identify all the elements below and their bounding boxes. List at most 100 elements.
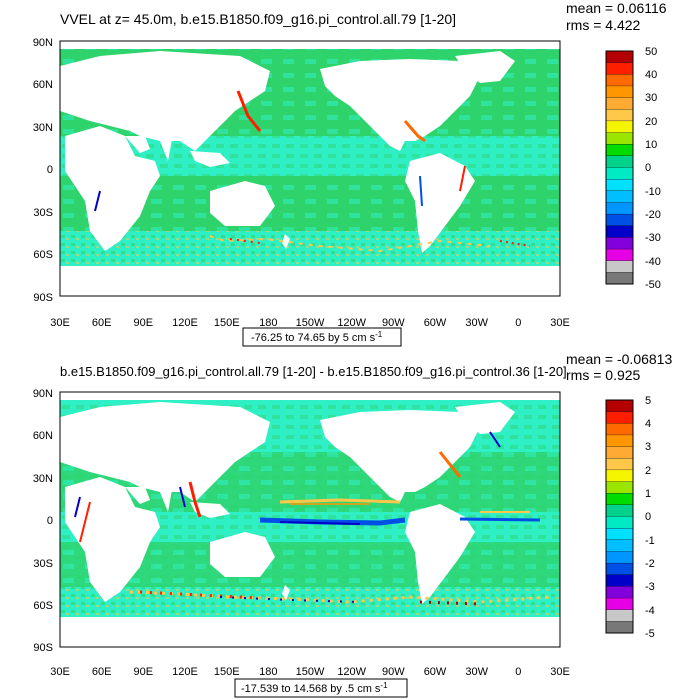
- panel-2-colorbar-box: [605, 399, 634, 413]
- panel-2-y-tick: 60S: [33, 600, 53, 612]
- panel-1-cb-label: -30: [645, 232, 661, 244]
- panel-1-colorbar-box: [605, 109, 634, 122]
- panel-2-colorbar-box: [605, 458, 634, 471]
- panel-2-title: b.e15.B1850.f09_g16.pi_control.all.79 [1…: [60, 364, 567, 379]
- panel-2-x-axis: 30E 60E 90E 120E 150E 180 150W 120W 90W …: [50, 666, 570, 678]
- panel-1-x-tick: 120E: [172, 317, 198, 329]
- panel-1-colorbar-box: [605, 202, 634, 215]
- panel-1-map: [59, 40, 561, 297]
- panel-2-y-tick: 60N: [33, 430, 53, 442]
- panel-2-cb-label: 3: [645, 441, 651, 453]
- panel-1-cb-label: 50: [645, 46, 657, 58]
- panel-2-x-tick: 30E: [50, 666, 70, 678]
- panel-1-colorbar-box: [605, 260, 634, 273]
- panel-2-x-tick: 30W: [465, 666, 488, 678]
- panel-2-cb-label: 0: [645, 511, 651, 523]
- panel-2-range-label: -17.539 to 14.568 by .5 cm s-1: [241, 681, 388, 696]
- panel-2-colorbar-box: [605, 481, 634, 494]
- panel-2-cb-label: -5: [645, 628, 655, 640]
- panel-1-x-tick: 90E: [134, 317, 154, 329]
- panel-2-map: [59, 391, 561, 648]
- panel-1-x-axis: 30E 60E 90E 120E 150E 180 150W 120W 90W …: [50, 317, 570, 329]
- panel-1-cb-label: 10: [645, 139, 657, 151]
- panel-1-colorbar-box: [605, 155, 634, 168]
- panel-1-y-tick: 90S: [33, 292, 53, 304]
- panel-2-colorbar-box: [605, 493, 634, 506]
- panel-2-colorbar-box: [605, 469, 634, 482]
- panel-1-x-tick: 0: [515, 317, 521, 329]
- panel-1-colorbar: 50 40 30 20 10 0 -10 -20 -30 -40 -50: [605, 46, 661, 291]
- panel-2-cb-label: 4: [645, 418, 651, 430]
- panel-1-colorbar-box: [605, 167, 634, 180]
- panel-1-x-tick: 30E: [550, 317, 570, 329]
- panel-2-x-tick: 90W: [382, 666, 405, 678]
- panel-1-y-tick: 30N: [33, 122, 53, 134]
- panel-1-colorbar-box: [605, 144, 634, 157]
- panel-2-colorbar-box: [605, 423, 634, 436]
- panel-2-x-tick: 90E: [134, 666, 154, 678]
- panel-2-range-box: -17.539 to 14.568 by .5 cm s-1: [234, 678, 408, 698]
- panel-2-colorbar-box: [605, 562, 634, 576]
- panel-2-cb-label: -4: [645, 605, 655, 617]
- panel-2-colorbar-box: [605, 411, 634, 424]
- panel-2-x-tick: 150E: [214, 666, 240, 678]
- panel-2-cb-label: 2: [645, 465, 651, 477]
- panel-1-colorbar-box: [605, 213, 634, 227]
- panel-2-colorbar-box: [605, 551, 634, 564]
- panel-2-colorbar-box: [605, 504, 634, 517]
- panel-2-colorbar-box: [605, 434, 634, 447]
- panel-2-y-tick: 30S: [33, 558, 53, 570]
- panel-2-cb-label: -3: [645, 581, 655, 593]
- panel-1-colorbar-box: [605, 237, 634, 250]
- panel-1: VVEL at z= 45.0m, b.e15.B1850.f09_g16.pi…: [33, 0, 667, 347]
- panel-1-y-axis: 90N 60N 30N 0 30S 60S 90S: [33, 37, 53, 304]
- panel-2-colorbar-box: [605, 621, 634, 634]
- panel-1-x-tick: 60W: [424, 317, 447, 329]
- panel-2-x-tick: 120W: [337, 666, 366, 678]
- panel-2-x-tick: 60W: [424, 666, 447, 678]
- panel-1-range-box: -76.25 to 74.65 by 5 cm s-1: [242, 327, 402, 347]
- panel-1-title: VVEL at z= 45.0m, b.e15.B1850.f09_g16.pi…: [60, 11, 456, 27]
- panel-1-y-tick: 60N: [33, 79, 53, 91]
- panel-1-colorbar-box: [605, 120, 634, 133]
- panel-2-colorbar-box: [605, 446, 634, 459]
- panel-1-colorbar-box: [605, 62, 634, 75]
- panel-1-x-tick: 180: [259, 317, 277, 329]
- panel-2-cb-label: 5: [645, 395, 651, 407]
- panel-1-cb-label: 20: [645, 116, 657, 128]
- panel-1-y-tick: 0: [47, 164, 53, 176]
- panel-1-y-tick: 30S: [33, 207, 53, 219]
- panel-1-x-tick: 30W: [465, 317, 488, 329]
- panel-1-cb-label: -10: [645, 186, 661, 198]
- panel-2-x-tick: 120E: [172, 666, 198, 678]
- panel-2-colorbar: 5 4 3 2 1 0 -1 -2 -3 -4 -5: [605, 395, 655, 640]
- panel-2-y-tick: 30N: [33, 473, 53, 485]
- panel-2-cb-label: -1: [645, 535, 655, 547]
- panel-1-colorbar-box: [605, 178, 634, 192]
- panel-2-y-tick: 90S: [33, 642, 53, 654]
- panel-2-colorbar-box: [605, 597, 634, 611]
- panel-1-x-tick: 60E: [92, 317, 112, 329]
- panel-1-cb-label: 30: [645, 92, 657, 104]
- panel-1-cb-label: -40: [645, 256, 661, 268]
- panel-2-y-axis: 90N 60N 30N 0 30S 60S 90S: [33, 388, 53, 654]
- panel-2-x-tick: 150W: [296, 666, 325, 678]
- panel-1-range-label: -76.25 to 74.65 by 5 cm s-1: [251, 330, 383, 345]
- panel-2-x-tick: 60E: [92, 666, 112, 678]
- panel-2-colorbar-box: [605, 528, 634, 541]
- panel-1-cb-label: 40: [645, 69, 657, 81]
- panel-2-x-tick: 30E: [550, 666, 570, 678]
- panel-2-colorbar-box: [605, 574, 634, 587]
- panel-2-colorbar-box: [605, 586, 634, 599]
- panel-2-y-tick: 90N: [33, 388, 53, 400]
- panel-1-x-tick: 150W: [296, 317, 325, 329]
- panel-2-colorbar-box: [605, 516, 634, 529]
- panel-1-cb-label: -20: [645, 209, 661, 221]
- panel-1-rms: rms = 4.422: [566, 17, 641, 33]
- panel-1-x-tick: 120W: [337, 317, 366, 329]
- panel-2-colorbar-box: [605, 539, 634, 552]
- panel-1-colorbar-box: [605, 74, 634, 87]
- panel-1-colorbar-box: [605, 272, 634, 285]
- panel-2-x-tick: 0: [515, 666, 521, 678]
